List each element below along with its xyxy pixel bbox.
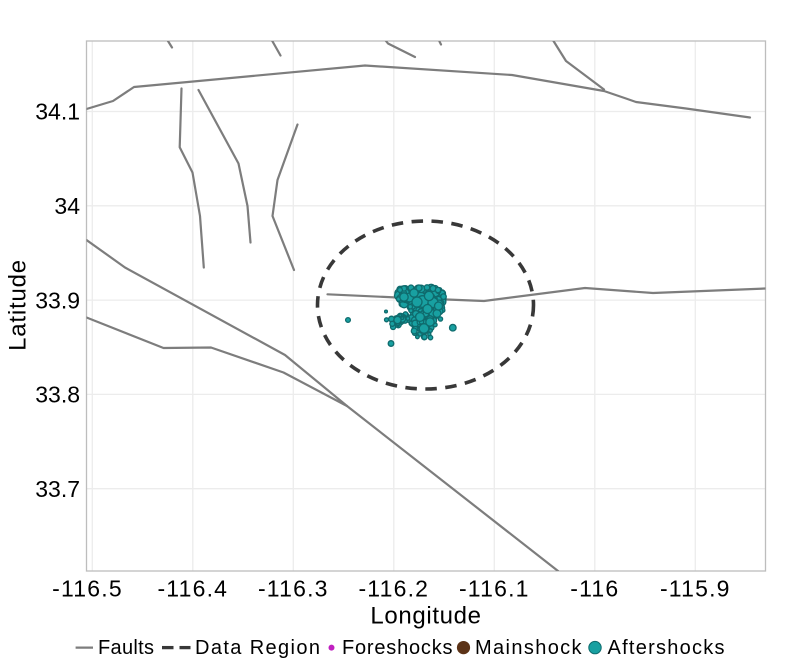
svg-text:34.1: 34.1 (35, 99, 80, 125)
svg-text:33.9: 33.9 (35, 287, 80, 313)
svg-text:34: 34 (54, 193, 80, 219)
svg-text:-116.4: -116.4 (157, 575, 228, 601)
svg-text:-116: -116 (570, 575, 619, 601)
svg-text:Mainshock: Mainshock (475, 637, 583, 659)
svg-text:Faults: Faults (98, 637, 154, 659)
svg-text:Latitude: Latitude (4, 259, 31, 351)
svg-text:Data Region: Data Region (195, 637, 321, 659)
svg-text:Longitude: Longitude (370, 602, 481, 629)
svg-text:-116.2: -116.2 (358, 575, 429, 601)
svg-text:33.7: 33.7 (35, 476, 80, 502)
svg-text:Aftershocks: Aftershocks (608, 637, 726, 659)
svg-text:33.8: 33.8 (35, 382, 80, 408)
svg-text:-116.5: -116.5 (52, 575, 123, 601)
svg-text:-116.1: -116.1 (459, 575, 530, 601)
svg-text:-116.3: -116.3 (258, 575, 329, 601)
svg-text:Foreshocks: Foreshocks (342, 637, 453, 659)
svg-text:-115.9: -115.9 (660, 575, 731, 601)
